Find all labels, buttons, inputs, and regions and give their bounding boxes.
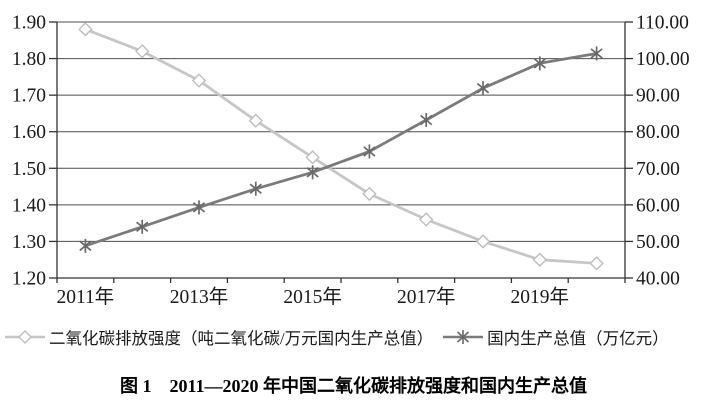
x-axis-tick-label: 2015年 bbox=[283, 286, 342, 308]
figure-caption: 图 1 2011—2020 年中国二氧化碳排放强度和国内生产总值 bbox=[119, 376, 587, 396]
x-axis-tick-label: 2019年 bbox=[511, 286, 570, 308]
diamond-marker-icon bbox=[248, 113, 263, 128]
star-marker-icon bbox=[192, 200, 206, 215]
diamond-marker-icon bbox=[532, 252, 547, 267]
diamond-line-marker-icon bbox=[5, 330, 45, 344]
diamond-marker-icon bbox=[475, 234, 491, 249]
x-axis-tick-label: 2011年 bbox=[57, 286, 115, 308]
star-marker-icon bbox=[306, 165, 319, 180]
x-axis-tick-label: 2017年 bbox=[397, 286, 456, 308]
y-axis-left-tick-label: 1.40 bbox=[12, 195, 46, 216]
y-axis-right-tick-label: 70.00 bbox=[636, 159, 680, 180]
gridlines bbox=[57, 21, 625, 279]
diamond-marker-icon bbox=[78, 22, 93, 37]
y-axis-right-tick-label: 80.00 bbox=[636, 122, 680, 143]
series-line bbox=[84, 27, 597, 265]
star-marker-icon bbox=[363, 144, 376, 159]
y-axis-left: 1.20 1.30 1.40 1.50 1.60 1.70 1.80 1.90 bbox=[12, 13, 57, 290]
legend: 二氧化碳排放强度（吨二氧化碳/万元国内生产总值） 国内生产总值（万亿元） bbox=[4, 325, 704, 349]
star-marker-icon bbox=[533, 56, 546, 71]
y-axis-right-tick-label: 100.00 bbox=[636, 49, 690, 70]
x-axis-tick-label: 2013年 bbox=[170, 286, 229, 308]
y-axis-left-tick-label: 1.90 bbox=[12, 13, 46, 34]
star-marker-icon bbox=[590, 46, 603, 61]
diamond-marker-icon bbox=[191, 73, 207, 88]
diamond-marker-icon bbox=[589, 256, 604, 271]
y-axis-right-tick-label: 50.00 bbox=[636, 232, 680, 253]
legend-item-co2-intensity: 二氧化碳排放强度（吨二氧化碳/万元国内生产总值） bbox=[4, 325, 433, 349]
y-axis-left-tick-label: 1.70 bbox=[12, 86, 46, 107]
legend-label-gdp: 国内生产总值（万亿元） bbox=[487, 329, 669, 348]
star-marker-icon bbox=[249, 181, 262, 196]
series-gdp bbox=[79, 46, 603, 253]
diamond-marker-icon bbox=[305, 150, 320, 165]
legend-label-co2-intensity: 二氧化碳排放强度（吨二氧化碳/万元国内生产总值） bbox=[49, 329, 434, 348]
diamond-marker-icon bbox=[419, 212, 434, 227]
y-axis-left-tick-label: 1.30 bbox=[12, 232, 46, 253]
y-axis-right-tick-label: 40.00 bbox=[636, 269, 680, 290]
series-co2-intensity bbox=[78, 22, 604, 271]
y-axis-left-tick-label: 1.50 bbox=[12, 159, 46, 180]
y-axis-right: 40.00 50.00 60.00 70.00 80.00 90.00 100.00 110.… bbox=[625, 13, 690, 290]
diamond-marker-icon bbox=[135, 44, 150, 59]
series-line bbox=[84, 52, 597, 248]
star-marker-icon bbox=[476, 81, 490, 96]
y-axis-left-tick-label: 1.80 bbox=[12, 49, 46, 70]
diamond-marker-icon bbox=[362, 186, 377, 202]
star-marker-icon bbox=[420, 113, 433, 128]
legend-item-gdp: 国内生产总值（万亿元） bbox=[442, 325, 669, 349]
y-axis-left-tick-label: 1.20 bbox=[12, 269, 46, 290]
y-axis-right-tick-label: 110.00 bbox=[636, 13, 689, 34]
y-axis-right-tick-label: 60.00 bbox=[636, 195, 680, 216]
y-axis-right-tick-label: 90.00 bbox=[636, 86, 680, 107]
x-axis: 2011年 2013年 2015年 2017年 2019年 bbox=[56, 278, 626, 308]
line-chart: 1.20 1.30 1.40 1.50 1.60 1.70 1.80 1.90 40.00 50.… bbox=[12, 13, 690, 309]
star-line-marker-icon bbox=[443, 330, 484, 344]
y-axis-left-tick-label: 1.60 bbox=[12, 122, 46, 143]
star-marker-icon bbox=[136, 219, 149, 234]
star-marker-icon bbox=[79, 238, 92, 253]
